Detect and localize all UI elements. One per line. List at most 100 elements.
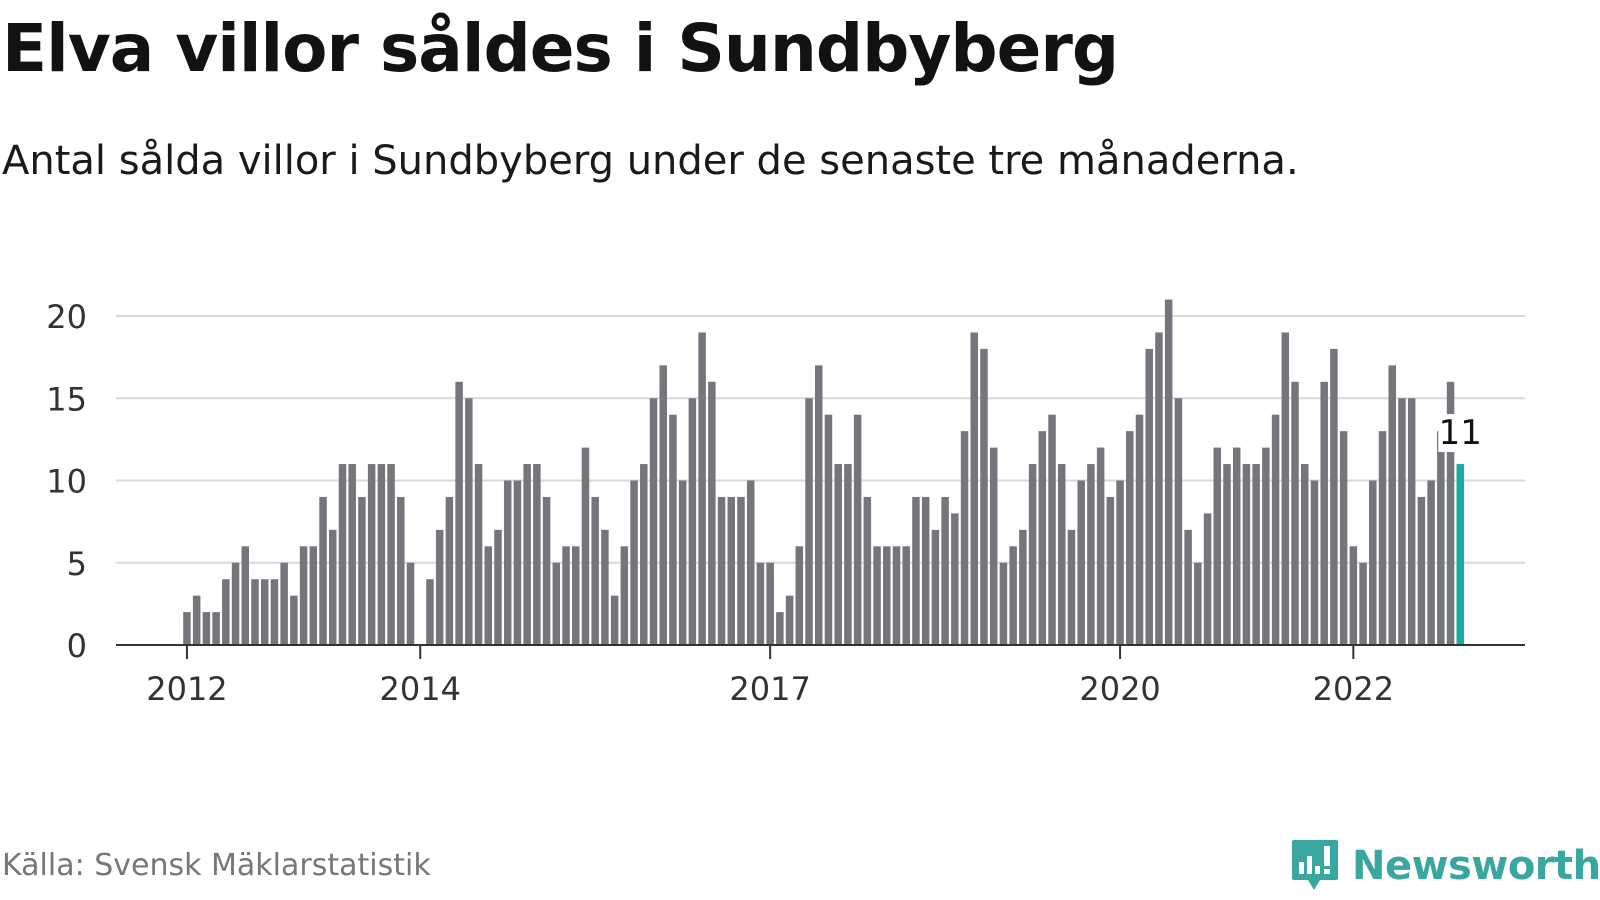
bar — [601, 529, 609, 645]
bar — [183, 612, 191, 645]
bar — [1242, 464, 1251, 645]
bar — [698, 332, 706, 645]
bar — [212, 612, 220, 645]
bar — [1067, 529, 1076, 645]
bar — [484, 546, 493, 645]
bar — [309, 546, 318, 645]
bar — [552, 562, 561, 645]
bar — [348, 464, 356, 645]
bar — [523, 464, 531, 645]
bar — [1038, 431, 1047, 645]
bar — [1009, 546, 1017, 645]
x-tick-label: 2017 — [729, 670, 810, 708]
bar — [1145, 348, 1153, 645]
bar — [319, 496, 327, 645]
bar — [192, 595, 201, 645]
bar — [1106, 496, 1115, 645]
bar — [863, 496, 872, 645]
y-tick-label: 20 — [46, 298, 87, 336]
bar — [338, 464, 347, 645]
bar — [562, 546, 570, 645]
bar — [795, 546, 804, 645]
source-text: Källa: Svensk Mäklarstatistik — [2, 848, 431, 883]
bar — [805, 398, 813, 645]
bar — [1407, 398, 1416, 645]
bar — [1194, 562, 1202, 645]
bar — [1398, 398, 1406, 645]
bar — [1388, 365, 1396, 645]
bar — [1203, 513, 1212, 645]
bar — [620, 546, 629, 645]
bar — [406, 562, 415, 645]
bar — [1048, 414, 1056, 645]
y-tick-label: 5 — [67, 545, 87, 583]
bar — [1417, 496, 1426, 645]
bar — [1252, 464, 1260, 645]
brand-name: Newsworthy — [1352, 843, 1600, 889]
bar — [678, 480, 687, 645]
bar — [776, 612, 784, 645]
bar — [1077, 480, 1085, 645]
bar — [1058, 464, 1066, 645]
bar — [669, 414, 677, 645]
bar — [241, 546, 250, 645]
bar — [970, 332, 979, 645]
bar — [1446, 381, 1455, 645]
bar — [367, 464, 376, 645]
bar — [358, 496, 366, 645]
bar — [746, 480, 755, 645]
bar — [280, 562, 288, 645]
bar — [989, 447, 998, 645]
bar — [231, 562, 240, 645]
bar — [1135, 414, 1144, 645]
bar — [630, 480, 638, 645]
bar — [1223, 464, 1231, 645]
chart-subtitle: Antal sålda villor i Sundbyberg under de… — [2, 138, 1299, 184]
newsworthy-logo-icon — [1292, 840, 1338, 890]
bar — [542, 496, 551, 645]
bar — [397, 496, 405, 645]
bar — [873, 546, 881, 645]
x-tick-label: 2022 — [1313, 670, 1394, 708]
bar — [329, 529, 337, 645]
bar — [824, 414, 833, 645]
bar — [1155, 332, 1163, 645]
bar — [494, 529, 502, 645]
bar — [1301, 464, 1309, 645]
bar — [572, 546, 580, 645]
x-tick-label: 2014 — [380, 670, 461, 708]
bar — [503, 480, 512, 645]
bar — [1019, 529, 1027, 645]
bar — [1087, 464, 1095, 645]
bar — [1339, 431, 1348, 645]
y-tick-label: 10 — [46, 463, 87, 501]
bar — [999, 562, 1008, 645]
bar — [270, 579, 279, 645]
brand-logo: Newsworthy — [1290, 838, 1600, 894]
bar — [533, 464, 541, 645]
bar — [883, 546, 891, 645]
bar — [649, 398, 658, 645]
bar — [834, 464, 842, 645]
bar — [1174, 398, 1183, 645]
bar — [290, 595, 298, 645]
bar — [1359, 562, 1367, 645]
data-label-background — [1438, 414, 1483, 453]
bar — [727, 496, 736, 645]
bar — [921, 496, 930, 645]
bar — [1310, 480, 1319, 645]
bar — [1116, 480, 1124, 645]
bar — [1213, 447, 1222, 645]
bar — [1291, 381, 1299, 645]
bar — [688, 398, 697, 645]
bar — [815, 365, 823, 645]
bar — [1330, 348, 1338, 645]
bar — [1028, 464, 1037, 645]
bar — [1320, 381, 1328, 645]
bar — [785, 595, 794, 645]
bar — [474, 464, 483, 645]
bar — [610, 595, 619, 645]
bar — [640, 464, 648, 645]
bar — [1437, 431, 1445, 645]
